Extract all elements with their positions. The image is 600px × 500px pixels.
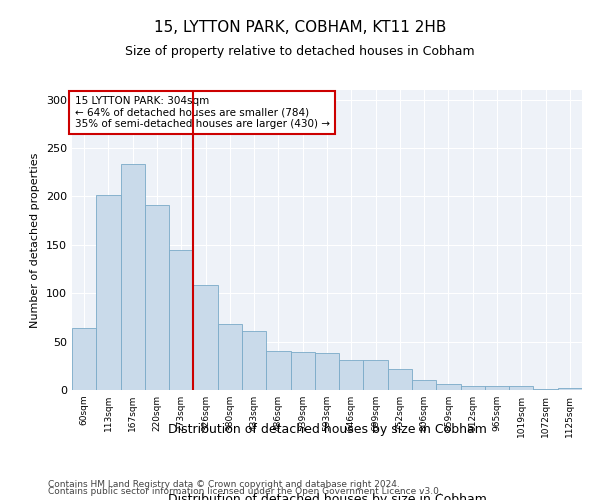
Bar: [388, 368, 412, 390]
Text: Distribution of detached houses by size in Cobham: Distribution of detached houses by size …: [167, 422, 487, 436]
Bar: [218, 324, 242, 390]
Bar: [533, 389, 558, 390]
Y-axis label: Number of detached properties: Number of detached properties: [31, 152, 40, 328]
Bar: [509, 386, 533, 390]
Bar: [72, 328, 96, 390]
Text: Contains HM Land Registry data © Crown copyright and database right 2024.: Contains HM Land Registry data © Crown c…: [48, 480, 400, 489]
X-axis label: Distribution of detached houses by size in Cobham: Distribution of detached houses by size …: [167, 492, 487, 500]
Bar: [169, 250, 193, 390]
Bar: [436, 384, 461, 390]
Bar: [290, 352, 315, 390]
Bar: [145, 205, 169, 390]
Bar: [485, 386, 509, 390]
Bar: [339, 360, 364, 390]
Bar: [461, 386, 485, 390]
Text: Size of property relative to detached houses in Cobham: Size of property relative to detached ho…: [125, 45, 475, 58]
Bar: [364, 360, 388, 390]
Bar: [315, 353, 339, 390]
Bar: [412, 380, 436, 390]
Text: Contains public sector information licensed under the Open Government Licence v3: Contains public sector information licen…: [48, 488, 442, 496]
Bar: [193, 286, 218, 390]
Bar: [96, 196, 121, 390]
Text: 15, LYTTON PARK, COBHAM, KT11 2HB: 15, LYTTON PARK, COBHAM, KT11 2HB: [154, 20, 446, 35]
Bar: [266, 352, 290, 390]
Bar: [242, 331, 266, 390]
Text: 15 LYTTON PARK: 304sqm
← 64% of detached houses are smaller (784)
35% of semi-de: 15 LYTTON PARK: 304sqm ← 64% of detached…: [74, 96, 329, 129]
Bar: [558, 388, 582, 390]
Bar: [121, 164, 145, 390]
